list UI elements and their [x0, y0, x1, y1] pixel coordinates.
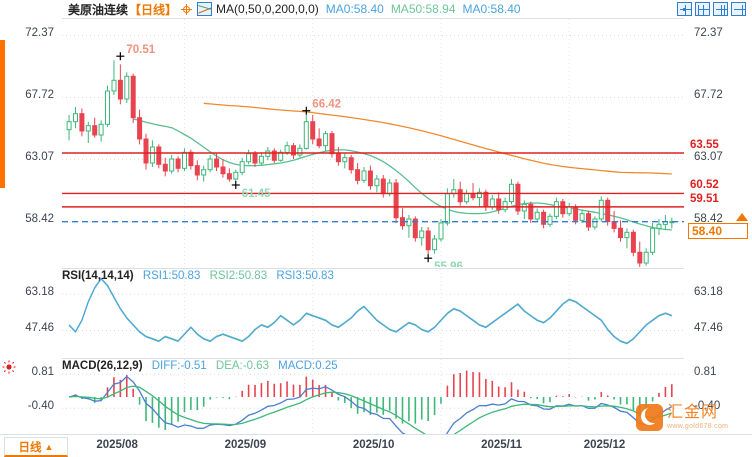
- chart-toolbar: [677, 2, 746, 16]
- price-marker-arrow-icon: [736, 212, 748, 221]
- rsi-chart-pane[interactable]: RSI(14,14,14) RSI1:50.83 RSI2:50.83 RSI3…: [62, 268, 684, 357]
- price-axis-tick: 58.42: [694, 213, 723, 226]
- price-axis-tick: 72.37: [694, 27, 723, 40]
- price-axis-tick: 63.07: [25, 151, 54, 164]
- level-line-label: 63.55: [690, 139, 719, 151]
- chart-header: 美原油连续 【日线】 MA(0,50,0,200,0,0) MA0:58.40 …: [0, 0, 752, 18]
- rsi-axis-tick: 63.18: [694, 286, 723, 299]
- macd-axis-tick: 0.81: [694, 366, 717, 379]
- ma200-value: MA0:58.40: [462, 2, 521, 16]
- scrollbar-thumb[interactable]: [0, 40, 5, 188]
- ma50-value: MA50:58.94: [390, 2, 456, 16]
- period-label: 【日线】: [129, 2, 178, 17]
- time-axis-label: 2025/10: [352, 439, 395, 451]
- macd-axis-tick: -0.40: [694, 400, 721, 413]
- rsi-axis-tick: 63.18: [25, 286, 54, 299]
- price-annotation: 55.96: [434, 261, 463, 267]
- price-annotation: 70.51: [126, 44, 155, 56]
- align-left-button[interactable]: [695, 2, 710, 16]
- brand-logo-icon: [636, 403, 663, 431]
- price-annotation: 66.42: [312, 99, 341, 111]
- time-axis-label: 2025/12: [583, 439, 626, 451]
- level-line-label: 59.51: [690, 192, 719, 205]
- price-axis-tick: 67.72: [25, 89, 54, 102]
- price-axis-tick: 72.37: [25, 27, 54, 40]
- time-axis-label: 2025/11: [481, 439, 523, 451]
- ma0-value: MA0:58.40: [325, 2, 384, 16]
- vertical-scrollbar[interactable]: [0, 18, 5, 434]
- ma-indicator-icon[interactable]: [197, 2, 213, 16]
- macd-chart-pane[interactable]: MACD(26,12,9) DIFF:-0.51 DEA:-0.63 MACD:…: [62, 358, 684, 435]
- rsi-axis-tick: 47.46: [694, 322, 723, 335]
- crosshair-move-button[interactable]: [677, 2, 692, 16]
- price-axis-right: 72.37 67.72 63.07 58.42 63.18 47.46 0.81 -0.40 6…: [690, 0, 752, 434]
- watermark-logo: 汇金网 www.gold678.com: [636, 400, 748, 434]
- time-axis-label: 2025/09: [224, 439, 267, 451]
- ma-parameters-label: MA(0,50,0,200,0,0): [216, 2, 319, 16]
- price-axis-tick: 58.42: [25, 213, 54, 226]
- price-axis-tick: 67.72: [694, 89, 723, 102]
- period-tab-label: 日线: [18, 441, 42, 454]
- time-axis-label: 2025/08: [96, 439, 138, 451]
- price-axis-tick: 63.07: [694, 151, 723, 164]
- align-right-button[interactable]: [713, 2, 728, 16]
- macd-axis-tick: 0.81: [31, 366, 54, 379]
- current-price-box[interactable]: 58.40: [688, 222, 748, 239]
- symbol-name: 美原油连续: [68, 2, 129, 17]
- price-axis-left: 72.37 67.72 63.07 58.42 63.18 47.46 0.81 -0.40: [0, 0, 58, 434]
- price-annotation: 61.45: [242, 188, 271, 200]
- brightness-sun-icon[interactable]: [2, 360, 16, 374]
- brand-name: 汇金网: [667, 403, 719, 421]
- level-line-label: 60.52: [690, 179, 719, 192]
- macd-axis-tick: -0.40: [27, 400, 54, 413]
- brand-url: www.gold678.com: [667, 422, 729, 430]
- scroll-to-end-button[interactable]: [731, 2, 746, 16]
- crosshair-icon[interactable]: [181, 3, 193, 15]
- period-tab-arrow-icon: ▲: [44, 441, 54, 452]
- rsi-axis-tick: 47.46: [25, 322, 54, 335]
- time-axis: 日线 ▲ 2025/08 2025/09 2025/10 2025/11 2025/12: [0, 434, 752, 457]
- period-tab-daily[interactable]: 日线 ▲: [4, 437, 68, 457]
